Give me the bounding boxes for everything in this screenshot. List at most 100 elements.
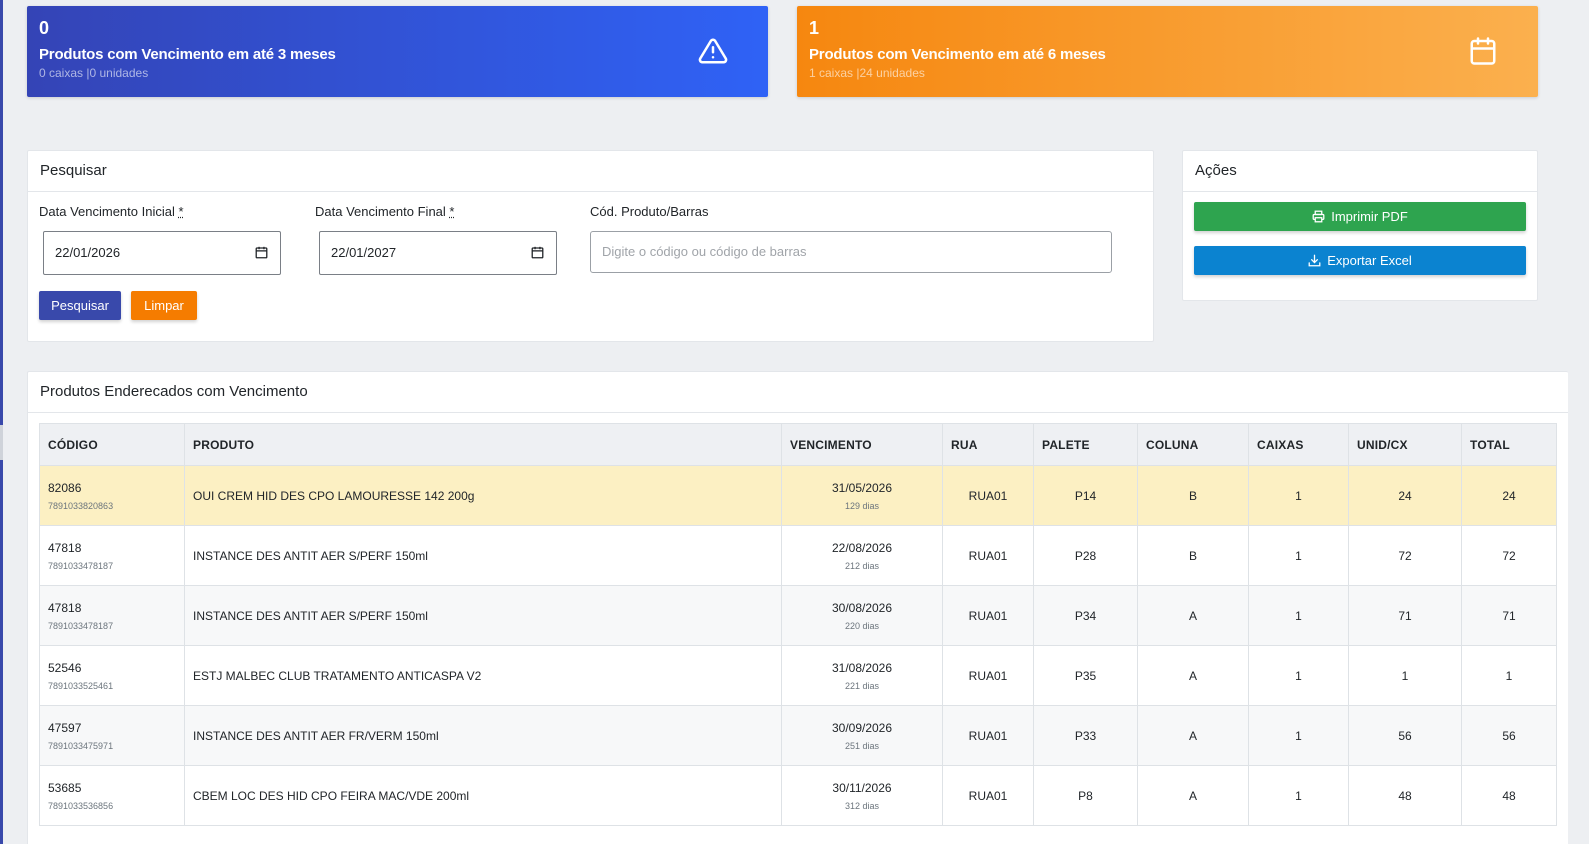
table-row[interactable]: 52546 7891033525461 ESTJ MALBEC CLUB TRATA…: [39, 645, 1557, 706]
cell-unid: 71: [1348, 585, 1462, 646]
cell-rua: RUA01: [942, 705, 1034, 766]
print-pdf-button[interactable]: Imprimir PDF: [1194, 202, 1526, 231]
sidebar-edge: [0, 0, 3, 844]
table-row[interactable]: 47818 7891033478187 INSTANCE DES ANTIT AER…: [39, 585, 1557, 646]
stat-count: 1: [809, 18, 820, 38]
expiry-days: 212 dias: [844, 560, 880, 571]
cell-expiry: 30/09/2026 251 dias: [781, 705, 943, 766]
search-panel-title: Pesquisar: [28, 151, 1153, 192]
search-button[interactable]: Pesquisar: [39, 291, 121, 320]
column-header[interactable]: TOTAL: [1461, 423, 1557, 466]
product-barcode: 7891033536856: [48, 800, 114, 811]
product-barcode: 7891033475971: [48, 740, 114, 751]
expiry-days: 251 dias: [844, 740, 880, 751]
export-excel-button[interactable]: Exportar Excel: [1194, 246, 1526, 275]
stat-title: Produtos com Vencimento em até 3 meses: [39, 46, 336, 63]
date-end-input[interactable]: 22/01/2027: [319, 231, 557, 275]
actions-panel: Ações Imprimir PDF Exportar Excel: [1182, 150, 1538, 301]
product-barcode: 7891033525461: [48, 680, 114, 691]
date-end-label: Data Vencimento Final *: [315, 204, 454, 219]
cell-palete: P28: [1033, 525, 1138, 586]
expiry-days: 221 dias: [844, 680, 880, 691]
cell-caixas: 1: [1248, 585, 1349, 646]
cell-code: 52546 7891033525461: [39, 645, 185, 706]
cell-product: INSTANCE DES ANTIT AER S/PERF 150ml: [184, 585, 782, 646]
cell-product: CBEM LOC DES HID CPO FEIRA MAC/VDE 200ml: [184, 765, 782, 826]
product-barcode: 7891033820863: [48, 500, 114, 511]
cell-unid: 72: [1348, 525, 1462, 586]
cell-product: OUI CREM HID DES CPO LAMOURESSE 142 200g: [184, 465, 782, 526]
expiry-date: 30/09/2026: [831, 720, 893, 735]
cell-expiry: 30/11/2026 312 dias: [781, 765, 943, 826]
cell-palete: P34: [1033, 585, 1138, 646]
column-header[interactable]: VENCIMENTO: [781, 423, 943, 466]
expiry-date: 31/05/2026: [831, 480, 893, 495]
cell-palete: P14: [1033, 465, 1138, 526]
products-table-panel: Produtos Enderecados com Vencimento CÓDI…: [27, 371, 1568, 844]
cell-caixas: 1: [1248, 765, 1349, 826]
cell-code: 53685 7891033536856: [39, 765, 185, 826]
date-start-input[interactable]: 22/01/2026: [43, 231, 281, 275]
cell-palete: P8: [1033, 765, 1138, 826]
products-table-title: Produtos Enderecados com Vencimento: [28, 372, 1568, 413]
date-end-value: 22/01/2027: [331, 245, 397, 260]
column-header[interactable]: PALETE: [1033, 423, 1138, 466]
table-row[interactable]: 82086 7891033820863 OUI CREM HID DES CPO L…: [39, 465, 1557, 526]
column-header[interactable]: UNID/CX: [1348, 423, 1462, 466]
expiry-date: 22/08/2026: [831, 540, 893, 555]
date-end-label-text: Data Vencimento Final: [315, 204, 446, 219]
table-row[interactable]: 53685 7891033536856 CBEM LOC DES HID CPO F…: [39, 765, 1557, 826]
cell-expiry: 30/08/2026 220 dias: [781, 585, 943, 646]
product-barcode: 7891033478187: [48, 560, 114, 571]
stat-title: Produtos com Vencimento em até 6 meses: [809, 46, 1106, 63]
clear-button[interactable]: Limpar: [131, 291, 197, 320]
cell-product: INSTANCE DES ANTIT AER S/PERF 150ml: [184, 525, 782, 586]
search-panel: Pesquisar Data Vencimento Inicial * 22/0…: [27, 150, 1154, 342]
date-start-label: Data Vencimento Inicial *: [39, 204, 184, 219]
cell-palete: P35: [1033, 645, 1138, 706]
cell-total: 72: [1461, 525, 1557, 586]
cell-rua: RUA01: [942, 465, 1034, 526]
cell-unid: 1: [1348, 645, 1462, 706]
print-pdf-label: Imprimir PDF: [1331, 209, 1408, 224]
product-code: 47818: [48, 540, 82, 555]
cell-code: 82086 7891033820863: [39, 465, 185, 526]
code-search-input[interactable]: Digite o código ou código de barras: [590, 231, 1112, 273]
column-header[interactable]: CAIXAS: [1248, 423, 1349, 466]
required-mark: *: [178, 204, 184, 219]
cell-palete: P33: [1033, 705, 1138, 766]
column-header[interactable]: CÓDIGO: [39, 423, 185, 466]
stat-count: 0: [39, 18, 50, 38]
cell-total: 48: [1461, 765, 1557, 826]
calendar-icon: [1470, 37, 1496, 65]
cell-coluna: A: [1137, 705, 1249, 766]
calendar-picker-icon[interactable]: [531, 246, 544, 259]
column-header[interactable]: COLUNA: [1137, 423, 1249, 466]
expiry-date: 31/08/2026: [831, 660, 893, 675]
sidebar-edge-gap: [0, 425, 3, 460]
cell-expiry: 31/08/2026 221 dias: [781, 645, 943, 706]
calendar-picker-icon[interactable]: [255, 246, 268, 259]
stat-card-3-months: 0 Produtos com Vencimento em até 3 meses…: [27, 6, 768, 97]
column-header[interactable]: PRODUTO: [184, 423, 782, 466]
column-header[interactable]: RUA: [942, 423, 1034, 466]
cell-coluna: A: [1137, 585, 1249, 646]
cell-caixas: 1: [1248, 525, 1349, 586]
warning-icon: [698, 38, 728, 64]
cell-rua: RUA01: [942, 765, 1034, 826]
export-excel-label: Exportar Excel: [1327, 253, 1412, 268]
date-start-value: 22/01/2026: [55, 245, 121, 260]
table-row[interactable]: 47818 7891033478187 INSTANCE DES ANTIT AER…: [39, 525, 1557, 586]
cell-total: 56: [1461, 705, 1557, 766]
table-header-row: CÓDIGO PRODUTO VENCIMENTO RUA PALETE COL…: [39, 423, 1557, 466]
code-label: Cód. Produto/Barras: [590, 204, 709, 219]
date-start-label-text: Data Vencimento Inicial: [39, 204, 175, 219]
cell-code: 47818 7891033478187: [39, 585, 185, 646]
product-code: 47597: [48, 720, 82, 735]
product-code: 53685: [48, 780, 82, 795]
cell-expiry: 31/05/2026 129 dias: [781, 465, 943, 526]
cell-code: 47597 7891033475971: [39, 705, 185, 766]
cell-rua: RUA01: [942, 645, 1034, 706]
stat-subtitle: 0 caixas |0 unidades: [39, 66, 149, 80]
table-row[interactable]: 47597 7891033475971 INSTANCE DES ANTIT AER…: [39, 705, 1557, 766]
